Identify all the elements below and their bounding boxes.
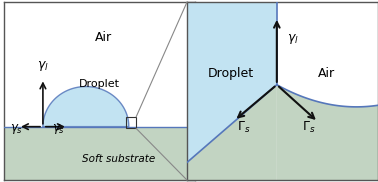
- Text: Air: Air: [318, 67, 335, 80]
- Text: $\gamma_l$: $\gamma_l$: [37, 59, 49, 73]
- Bar: [125, 117, 136, 128]
- Text: Droplet: Droplet: [79, 79, 120, 89]
- Text: $\gamma_s$: $\gamma_s$: [52, 122, 65, 136]
- Polygon shape: [4, 127, 195, 180]
- Text: Droplet: Droplet: [208, 67, 254, 80]
- Text: $\Gamma_s$: $\Gamma_s$: [302, 120, 315, 135]
- Text: $\Gamma_s$: $\Gamma_s$: [237, 120, 250, 135]
- Polygon shape: [43, 87, 129, 127]
- Polygon shape: [277, 85, 378, 180]
- Text: $\gamma_l$: $\gamma_l$: [287, 32, 299, 46]
- Text: $\gamma_s$: $\gamma_s$: [10, 122, 23, 136]
- Text: Soft substrate: Soft substrate: [82, 154, 155, 164]
- Polygon shape: [187, 2, 277, 162]
- Polygon shape: [187, 85, 277, 180]
- Text: Air: Air: [94, 31, 112, 44]
